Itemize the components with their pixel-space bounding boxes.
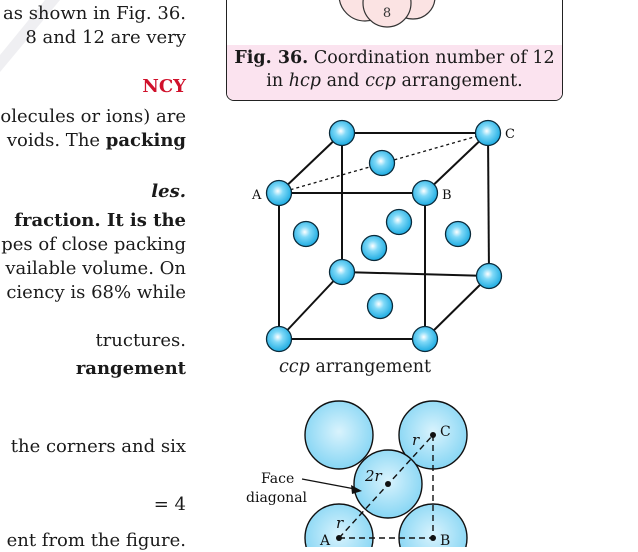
label-diagonal: diagonal — [246, 490, 308, 506]
text-line: as shown in Fig. 36. — [3, 3, 186, 24]
text-line: pes of close packing — [1, 234, 186, 255]
caption-term: ccp — [278, 357, 310, 377]
face-diagonal-diagram: Face diagonal r 2r r C A B — [246, 400, 468, 547]
text-span: voids. The — [6, 130, 106, 151]
label-r-top: r — [412, 431, 420, 449]
point-c — [430, 432, 436, 438]
vertex-label-a: A — [251, 188, 262, 203]
svg-text:8: 8 — [383, 6, 391, 21]
section-heading: NCY — [142, 76, 186, 97]
label-face: Face — [261, 471, 294, 487]
vertex-label-b: B — [442, 188, 452, 203]
vertex-label-c: C — [505, 127, 515, 142]
caption-text: arrangement — [309, 357, 432, 377]
text-line: les. — [151, 181, 186, 202]
text-line: the corners and six — [10, 436, 186, 457]
text-line: olecules or ions) are — [0, 106, 186, 127]
caption-term: hcp — [288, 71, 322, 91]
text-line: vailable volume. On — [5, 258, 186, 279]
figure-36-caption: Fig. 36. Coordination number of 12 in hc… — [227, 45, 562, 100]
caption-text: Coordination number of 12 — [313, 48, 555, 68]
figure-label: Fig. 36. — [234, 48, 309, 68]
figure-36-box: 8 Fig. 36. Coordination number of 12 in … — [226, 0, 563, 101]
label-2r: 2r — [364, 467, 383, 485]
ccp-caption: ccp arrangement — [230, 357, 480, 377]
pointer-arrow — [351, 485, 362, 494]
caption-text: in — [266, 71, 289, 91]
point-label-b: B — [440, 533, 450, 547]
center-point — [385, 481, 391, 487]
point-label-c: C — [440, 424, 451, 440]
text-line: voids. The packing — [7, 130, 186, 152]
text-line: ent from the figure. — [6, 530, 186, 551]
bold-term: packing — [105, 130, 186, 151]
caption-line-2: in hcp and ccp arrangement. — [227, 70, 562, 93]
label-r-bottom: r — [336, 514, 344, 532]
text-line: ciency is 68% while — [6, 282, 186, 303]
text-line: rangement — [75, 358, 186, 379]
point-b — [430, 535, 436, 541]
caption-text: and — [321, 71, 366, 91]
watermark-stripes — [0, 0, 60, 72]
sphere-cluster-illustration: 8 — [338, 0, 436, 28]
pointer-line — [301, 478, 356, 490]
caption-line-1: Fig. 36. Coordination number of 12 — [227, 47, 562, 70]
point-label-a: A — [319, 533, 331, 547]
face-diagonal-line — [338, 434, 434, 539]
caption-term: ccp — [365, 71, 396, 91]
text-line: 8 and 12 are very — [25, 27, 186, 48]
ccp-cube-diagram: A B C — [251, 119, 515, 353]
text-line: = 4 — [153, 494, 186, 515]
text-line: fraction. It is the — [14, 210, 186, 231]
caption-text: arrangement. — [395, 71, 523, 91]
text-line: tructures. — [95, 330, 186, 351]
point-a — [336, 535, 342, 541]
